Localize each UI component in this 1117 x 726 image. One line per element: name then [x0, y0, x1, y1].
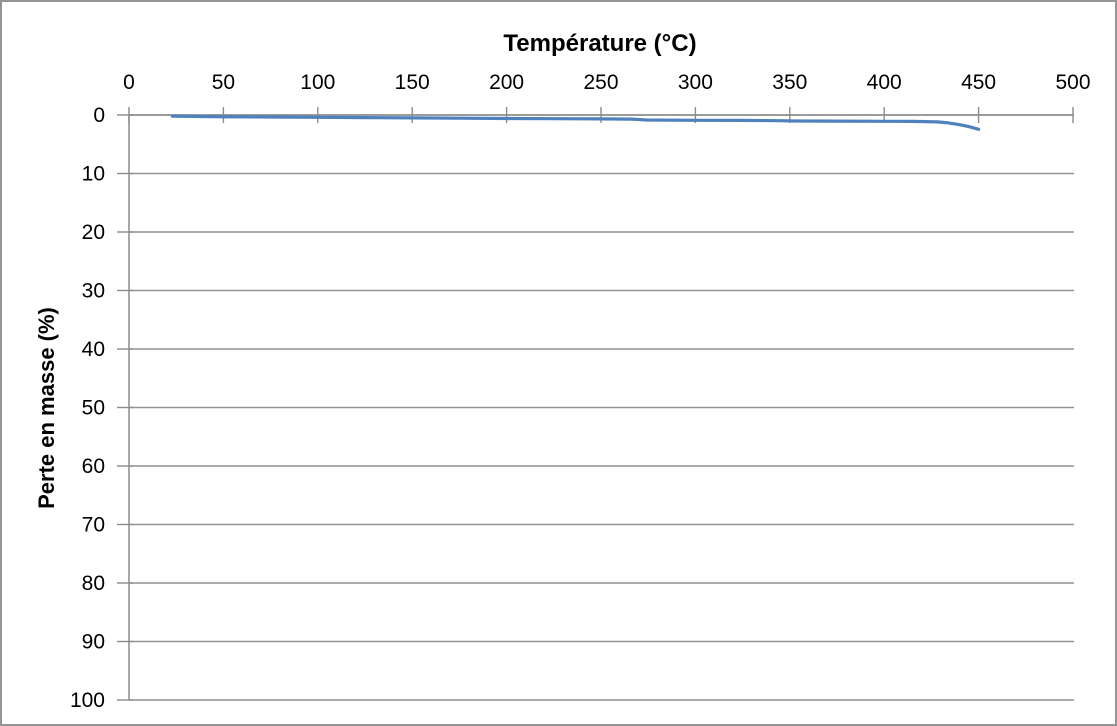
major-gridlines — [129, 114, 1074, 701]
y-tick-label: 30 — [82, 280, 105, 303]
y-tick-label: 0 — [93, 104, 105, 127]
y-tick-label: 10 — [82, 163, 105, 186]
data-series — [170, 114, 981, 131]
x-tick-label: 300 — [678, 71, 713, 94]
x-tick-label: 450 — [961, 71, 996, 94]
y-tick-labels: 0 10 20 30 40 50 60 70 80 90 100 — [70, 104, 105, 712]
x-tick-label: 500 — [1055, 71, 1090, 94]
y-axis-ticks — [117, 114, 133, 701]
axes — [128, 114, 1074, 700]
y-tick-label: 90 — [82, 631, 105, 654]
x-tick-label: 150 — [395, 71, 430, 94]
y-tick-label: 70 — [82, 514, 105, 537]
x-tick-label: 0 — [123, 71, 135, 94]
y-tick-label: 100 — [70, 689, 105, 712]
x-tick-label: 350 — [772, 71, 807, 94]
y-tick-label: 40 — [82, 338, 105, 361]
x-tick-label: 400 — [867, 71, 902, 94]
x-tick-label: 250 — [583, 71, 618, 94]
y-tick-label: 20 — [82, 221, 105, 244]
x-tick-labels: 0 50 100 150 200 250 300 350 400 450 500 — [123, 71, 1090, 94]
y-tick-label: 80 — [82, 572, 105, 595]
x-tick-label: 50 — [212, 71, 235, 94]
y-tick-label: 60 — [82, 455, 105, 478]
x-tick-label: 100 — [300, 71, 335, 94]
x-tick-label: 200 — [489, 71, 524, 94]
series-line-perte-en-masse — [170, 114, 981, 131]
chart-title: Température (°C) — [503, 30, 697, 57]
y-tick-label: 50 — [82, 397, 105, 420]
